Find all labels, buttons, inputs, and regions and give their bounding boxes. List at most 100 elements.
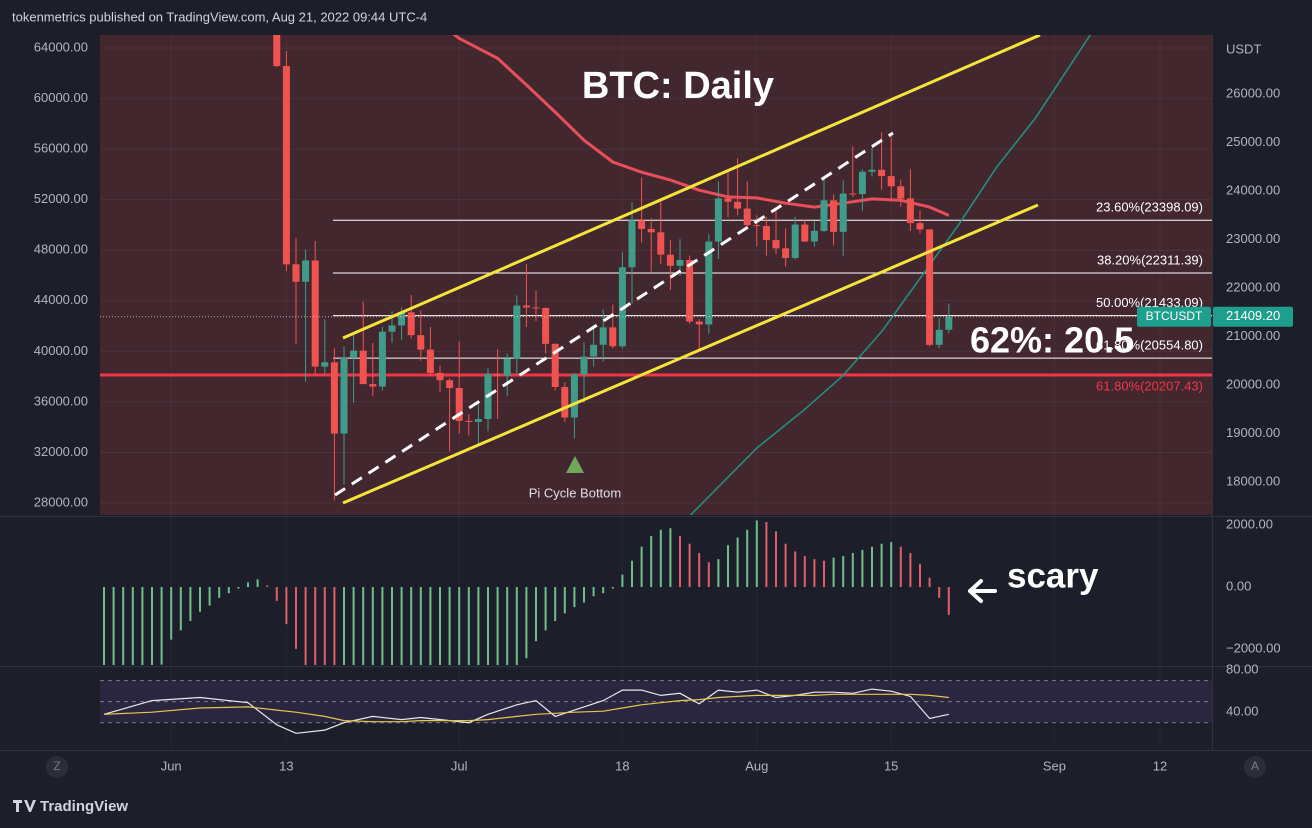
candle-body (926, 229, 934, 345)
histogram-bar (141, 587, 144, 665)
candle-body (282, 66, 290, 265)
histogram-bar (266, 585, 269, 588)
histogram-bar (669, 528, 672, 588)
candle-body (724, 198, 732, 202)
brand-name: TradingView (40, 798, 128, 815)
chart-title: BTC: Daily (582, 65, 774, 107)
candle-body (753, 225, 761, 227)
candle-body (522, 305, 530, 308)
price-tag (1213, 306, 1293, 327)
candle-body (647, 228, 655, 233)
candle-body (801, 224, 809, 242)
histogram-bar (247, 582, 249, 588)
candle-body (686, 259, 694, 322)
histogram-bar (103, 587, 105, 665)
y-tick-label: 64000.00 (34, 39, 88, 54)
histogram-bar (746, 529, 749, 588)
candle-body (820, 200, 828, 231)
auto-button[interactable] (1244, 756, 1266, 778)
candle-body (772, 240, 780, 249)
y-tick-label: 20000.00 (1226, 376, 1280, 391)
histogram-bar (362, 587, 365, 665)
histogram-bar (707, 562, 710, 588)
candle-body (369, 384, 377, 387)
histogram-bar (458, 587, 461, 665)
y-tick-label: 40.00 (1226, 704, 1259, 719)
histogram-bar (429, 587, 432, 665)
histogram-bar (448, 587, 451, 665)
arrow (968, 579, 997, 603)
signal-marker (566, 456, 584, 473)
histogram-bar (199, 587, 201, 612)
candle-body (474, 419, 482, 422)
candle-body (455, 387, 463, 421)
candle-body (906, 198, 914, 224)
histogram-bar (765, 522, 768, 588)
candle-body (330, 362, 338, 434)
histogram-bar (467, 587, 470, 665)
candle-body (734, 201, 742, 209)
histogram-bar (871, 546, 873, 588)
histogram-bar (650, 535, 653, 588)
candle-body (897, 186, 905, 199)
annotation: 62%: 20.5 (970, 320, 1134, 361)
y-tick-label: 32000.00 (34, 444, 88, 459)
y-tick-label: 18000.00 (1226, 473, 1280, 488)
level-label: 38.20%(22311.39) (1097, 252, 1203, 267)
x-tick-label: 12 (1153, 758, 1167, 773)
histogram-bar (381, 587, 384, 665)
histogram-bar (535, 587, 537, 642)
histogram-bar (592, 587, 595, 597)
histogram-bar (631, 560, 633, 588)
candle-body (743, 208, 751, 226)
candle-body (302, 260, 310, 282)
histogram-bar (400, 587, 403, 665)
histogram-bar (919, 563, 921, 588)
candle-body (273, 35, 281, 67)
histogram-bar (227, 587, 230, 594)
candle-body (350, 350, 358, 358)
price-label: 21409.20 (1226, 308, 1280, 323)
level-label: 61.80%(20554.80) (1096, 338, 1203, 353)
x-tick-label: 13 (279, 758, 293, 773)
candle-body (436, 372, 444, 381)
y-tick-label: 36000.00 (34, 393, 88, 408)
y-tick-label: 26000.00 (1226, 86, 1280, 101)
candle-body (916, 223, 924, 230)
candle-body (782, 248, 790, 259)
histogram-bar (947, 587, 950, 615)
y-tick-label: 60000.00 (34, 90, 88, 105)
panel-group (100, 680, 1212, 734)
y-tick-label: 28000.00 (34, 494, 88, 509)
candle-body (407, 312, 415, 336)
histogram-bar (122, 587, 125, 665)
histogram-bar (823, 560, 825, 588)
histogram-bar (160, 587, 163, 665)
x-tick-label: 15 (884, 758, 898, 773)
candle-body (791, 224, 799, 259)
histogram-bar (736, 537, 739, 588)
candle-body (465, 420, 473, 422)
histogram-bar (679, 535, 681, 588)
histogram-bar (295, 587, 297, 649)
candle-body (839, 193, 847, 232)
histogram-bar (208, 587, 211, 606)
moving-average (689, 35, 1092, 515)
histogram-bar (554, 587, 557, 622)
histogram-bar (775, 531, 777, 588)
annotation: Pi Cycle Bottom (529, 485, 621, 500)
candle-body (830, 200, 838, 232)
histogram-bar (842, 556, 845, 588)
histogram-bar (611, 587, 614, 589)
y-tick-label: −2000.00 (1226, 640, 1281, 655)
channel-line (342, 203, 1039, 505)
histogram-bar (544, 587, 547, 631)
y-tick-label: 44000.00 (34, 292, 88, 307)
candle-body (628, 220, 636, 268)
indicator-line (103, 693, 949, 723)
histogram-bar (563, 587, 566, 614)
x-tick-label: Jul (451, 758, 468, 773)
symbol-tag (1137, 306, 1211, 327)
zoom-button[interactable] (46, 756, 68, 778)
